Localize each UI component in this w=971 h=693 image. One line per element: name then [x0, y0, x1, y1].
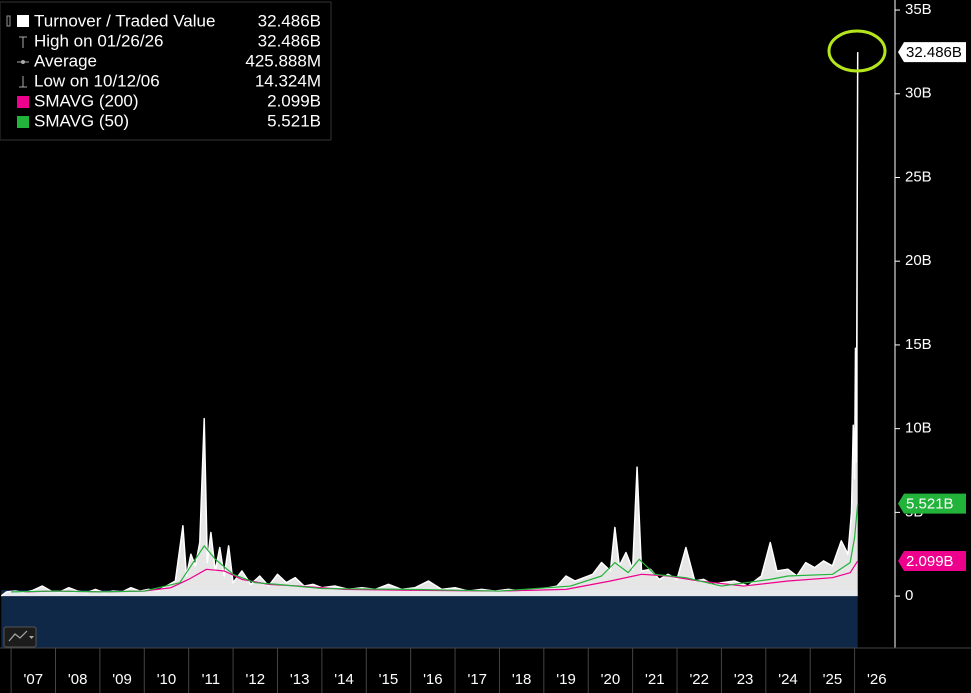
x-tick-label: '09: [112, 671, 132, 688]
button-caret: [29, 636, 34, 639]
legend-icon: [21, 60, 25, 64]
y-tick-label: 35B: [905, 1, 932, 18]
legend-value: 32.486B: [258, 31, 321, 50]
x-tick-label: '19: [556, 671, 576, 688]
x-tick-label: '21: [645, 671, 665, 688]
legend-box: [0, 1, 332, 141]
legend-value: 5.521B: [267, 111, 321, 130]
x-tick-label: '20: [601, 671, 621, 688]
last-value-tag: 2.099B: [898, 550, 966, 571]
y-tick-label: 15B: [905, 336, 932, 353]
sma-line: [24, 560, 859, 593]
legend-swatch: [17, 116, 29, 128]
legend-swatch: [17, 96, 29, 108]
legend-label: SMAVG (200): [34, 91, 139, 110]
legend-icon: [19, 76, 27, 88]
legend: Turnover / Traded Value 32.486B High on …: [0, 1, 332, 141]
sma-line: [11, 503, 859, 593]
x-tick-label: '25: [823, 671, 843, 688]
x-tick-label: '12: [245, 671, 265, 688]
legend-label: Average: [34, 51, 97, 70]
tag-shape: [898, 42, 966, 63]
x-tick-label: '15: [379, 671, 399, 688]
y-tick-label: 10B: [905, 420, 932, 437]
y-tick-label: 0: [905, 587, 913, 604]
chart-type-button[interactable]: [3, 626, 37, 648]
tag-label: 32.486B: [906, 44, 962, 61]
legend-value: 14.324M: [255, 71, 321, 90]
tag-shape: [898, 550, 966, 571]
legend-label: Low on 10/12/06: [34, 71, 160, 90]
tag-shape: [898, 493, 966, 514]
x-tick-label: '10: [157, 671, 177, 688]
y-tick-label: 25B: [905, 168, 932, 185]
x-tick-label: '18: [512, 671, 532, 688]
y-tick-label: 30B: [905, 85, 932, 102]
legend-value: 425.888M: [245, 51, 321, 70]
tag-label: 5.521B: [906, 496, 954, 513]
y-tick-label: 20B: [905, 252, 932, 269]
x-tick-label: '24: [778, 671, 798, 688]
legend-value: 32.486B: [258, 11, 321, 30]
volume-base: [1, 590, 858, 648]
x-tick-label: '23: [734, 671, 754, 688]
button-frame[interactable]: [3, 626, 37, 648]
legend-value: 2.099B: [267, 91, 321, 110]
x-tick-label: '22: [689, 671, 709, 688]
highlight-circle: [827, 29, 887, 73]
last-value-tag: 5.521B: [898, 493, 966, 514]
x-tick-label: '26: [867, 671, 887, 688]
legend-label: SMAVG (50): [34, 111, 129, 130]
last-value-tag: 32.486B: [898, 42, 966, 63]
legend-label: High on 01/26/26: [34, 31, 164, 50]
button-icon: [8, 630, 28, 642]
x-tick-label: '16: [423, 671, 443, 688]
legend-label: Turnover / Traded Value: [34, 11, 215, 30]
tag-label: 2.099B: [906, 553, 954, 570]
x-tick-label: '13: [290, 671, 310, 688]
x-tick-label: '11: [202, 671, 220, 688]
legend-icon: [19, 36, 27, 48]
x-tick-label: '07: [24, 671, 44, 688]
x-tick-label: '17: [467, 671, 487, 688]
turnover-line: [0, 52, 859, 597]
x-tick-label: '08: [68, 671, 88, 688]
plot-area: [0, 52, 859, 648]
legend-toggle[interactable]: [6, 15, 11, 27]
legend-swatch: [17, 15, 29, 27]
x-tick-label: '14: [334, 671, 354, 688]
